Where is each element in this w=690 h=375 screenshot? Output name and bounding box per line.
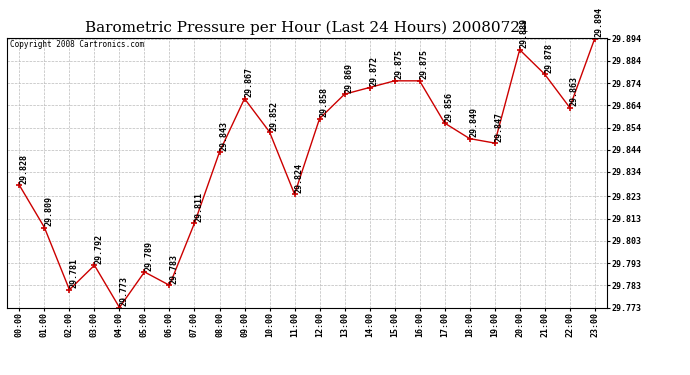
Text: 29.809: 29.809 (44, 196, 53, 226)
Text: 29.828: 29.828 (19, 154, 28, 184)
Text: 29.889: 29.889 (520, 18, 529, 48)
Text: 29.894: 29.894 (594, 7, 603, 37)
Text: 29.867: 29.867 (244, 67, 253, 97)
Text: 29.783: 29.783 (169, 254, 178, 284)
Text: 29.847: 29.847 (494, 112, 503, 142)
Text: 29.858: 29.858 (319, 87, 328, 117)
Text: 29.852: 29.852 (269, 100, 278, 130)
Text: Copyright 2008 Cartronics.com: Copyright 2008 Cartronics.com (10, 40, 144, 49)
Text: 29.781: 29.781 (69, 258, 78, 288)
Title: Barometric Pressure per Hour (Last 24 Hours) 20080721: Barometric Pressure per Hour (Last 24 Ho… (85, 21, 529, 35)
Text: 29.856: 29.856 (444, 92, 453, 122)
Text: 29.789: 29.789 (144, 240, 153, 270)
Text: 29.872: 29.872 (369, 56, 378, 86)
Text: 29.811: 29.811 (194, 192, 203, 222)
Text: 29.849: 29.849 (469, 107, 478, 137)
Text: 29.843: 29.843 (219, 120, 228, 150)
Text: 29.875: 29.875 (420, 50, 428, 80)
Text: 29.875: 29.875 (394, 50, 403, 80)
Text: 29.863: 29.863 (569, 76, 578, 106)
Text: 29.869: 29.869 (344, 63, 353, 93)
Text: 29.878: 29.878 (544, 43, 553, 73)
Text: 29.792: 29.792 (94, 234, 103, 264)
Text: 29.824: 29.824 (294, 163, 303, 193)
Text: 29.773: 29.773 (119, 276, 128, 306)
